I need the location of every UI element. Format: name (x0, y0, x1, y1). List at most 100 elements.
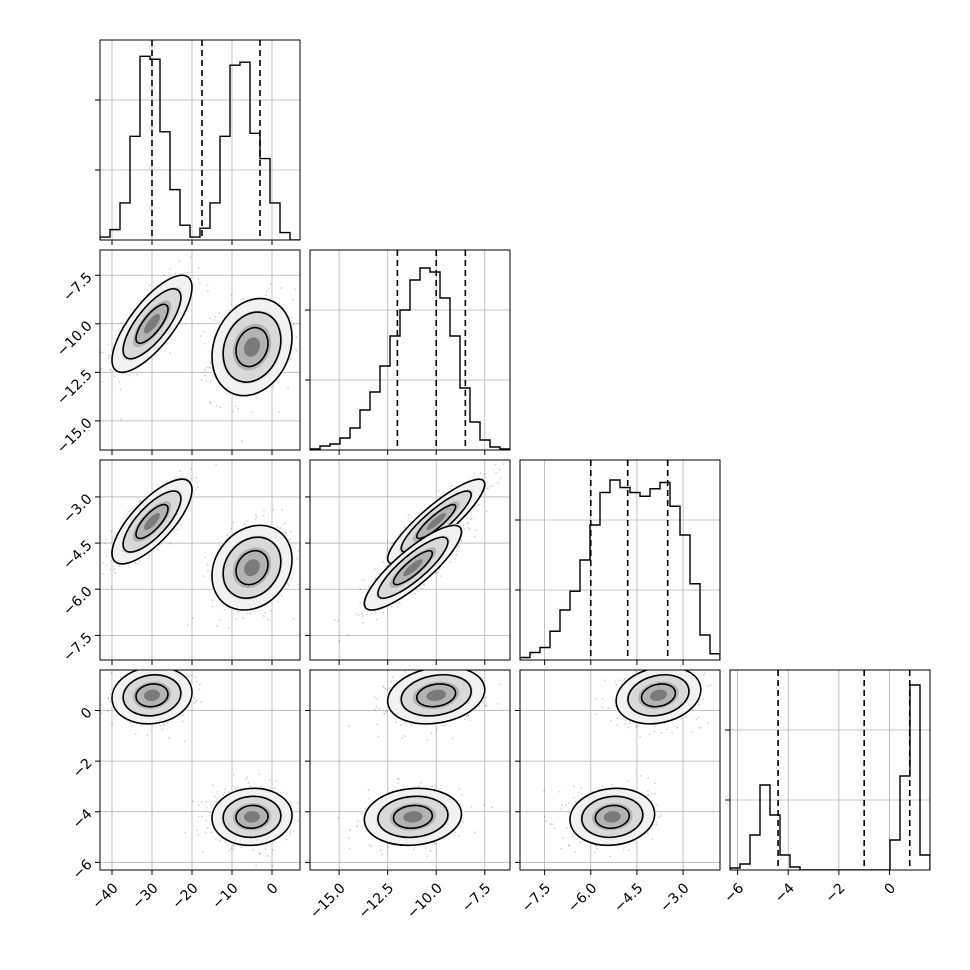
sample-point (200, 335, 202, 337)
sample-point (107, 697, 110, 699)
contour-line (222, 311, 282, 383)
sample-point (234, 618, 237, 621)
sample-point (653, 730, 656, 733)
contour-line (222, 536, 282, 599)
sample-point (206, 290, 209, 293)
sample-point (469, 511, 472, 513)
sample-point (214, 316, 217, 318)
sample-point (706, 722, 709, 725)
sample-point (189, 256, 192, 259)
y-tick-label: 0 (78, 705, 96, 723)
sample-point (178, 260, 181, 263)
sample-point (381, 853, 384, 856)
sample-point (224, 791, 226, 794)
sample-point (475, 529, 477, 532)
sample-point (139, 499, 142, 502)
sample-point (215, 404, 218, 407)
sample-point (457, 835, 460, 838)
sample-point (148, 666, 150, 668)
sample-point (359, 601, 362, 604)
sample-point (296, 583, 299, 586)
sample-point (618, 679, 621, 682)
contour-line (392, 804, 434, 830)
sample-point (197, 278, 200, 281)
sample-point (154, 658, 156, 660)
sample-point (280, 594, 283, 597)
sample-point (391, 542, 394, 545)
sample-point (297, 549, 299, 552)
panel-frame (99, 669, 301, 871)
sample-point (208, 366, 210, 369)
sample-point (159, 724, 162, 727)
y-tick-label: −7.5 (60, 270, 95, 305)
panel-content (310, 460, 510, 660)
sample-point (284, 530, 287, 533)
sample-point (368, 797, 371, 800)
sample-point (624, 723, 627, 725)
sample-point (223, 608, 226, 611)
sample-point (383, 712, 385, 715)
sample-point (639, 774, 642, 777)
sample-point (398, 778, 400, 781)
sample-point (484, 704, 487, 707)
sample-point (136, 373, 138, 376)
sample-point (190, 467, 193, 470)
density-fill (426, 689, 446, 702)
sample-point (370, 845, 373, 847)
sample-point (662, 658, 664, 660)
sample-point (654, 725, 656, 728)
panel-content (100, 250, 300, 450)
sample-point (568, 844, 571, 847)
sample-point (195, 699, 198, 702)
sample-point (655, 652, 657, 654)
sample-point (296, 350, 298, 353)
sample-point (272, 508, 275, 511)
panel-content (310, 667, 510, 870)
sample-point (110, 586, 113, 589)
sample-point (184, 831, 187, 834)
sample-point (375, 618, 378, 621)
sample-point (434, 784, 436, 787)
sample-point (168, 737, 171, 739)
sample-point (499, 477, 502, 480)
sample-point (191, 617, 194, 620)
sample-point (387, 846, 390, 849)
sample-point (105, 538, 108, 541)
sample-point (188, 675, 191, 678)
sample-point (209, 811, 212, 814)
sample-point (162, 724, 165, 726)
sample-point (243, 522, 246, 525)
sample-point (361, 615, 364, 618)
sample-point (102, 561, 105, 564)
sample-point (230, 847, 233, 849)
sample-point (473, 472, 475, 475)
sample-point (374, 611, 377, 614)
sample-point (438, 667, 440, 669)
sample-point (376, 698, 378, 700)
sample-point (138, 560, 141, 562)
x-tick-label: −15.0 (307, 880, 349, 922)
sample-point (204, 368, 207, 371)
sample-point (287, 584, 290, 587)
sample-point (483, 473, 486, 475)
sample-point (120, 322, 123, 325)
sample-point (109, 693, 111, 695)
sample-point (251, 848, 254, 851)
sample-point (190, 477, 193, 480)
sample-point (198, 266, 200, 269)
x-tick-label: −20 (169, 880, 201, 912)
sample-point (209, 401, 212, 403)
sample-point (595, 698, 598, 700)
sample-point (166, 668, 168, 670)
contour-line (111, 478, 193, 565)
contour-line (111, 274, 193, 374)
sample-point (119, 388, 122, 391)
sample-point (113, 376, 116, 378)
sample-point (289, 831, 292, 833)
sample-point (249, 785, 251, 788)
sample-point (423, 584, 425, 586)
sample-point (114, 571, 117, 574)
sample-point (255, 515, 258, 518)
sample-point (647, 794, 650, 797)
sample-point (454, 831, 457, 833)
